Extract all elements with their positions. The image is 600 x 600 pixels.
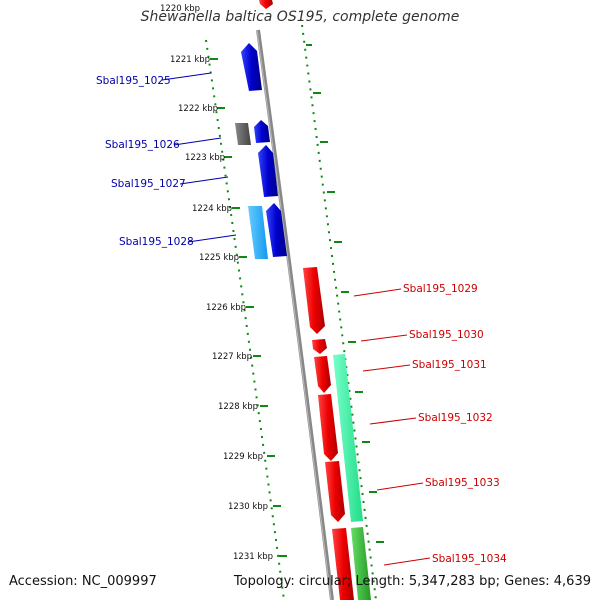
tick-label: 1220 kbp <box>160 4 200 14</box>
genome-summary-text: Topology: circular; Length: 5,347,283 bp… <box>233 574 591 589</box>
right-leader-lines <box>353 288 431 566</box>
gene-feature <box>266 203 287 257</box>
left-dotted-track <box>205 39 285 600</box>
gene-feature <box>241 43 262 91</box>
tick-label: 1226 kbp <box>206 303 246 313</box>
gene-label-sbal195-1026[interactable]: Sbal195_1026 <box>105 139 180 151</box>
gene-feature <box>351 527 371 600</box>
tick-label: 1222 kbp <box>178 104 218 114</box>
gene-label-sbal195-1027[interactable]: Sbal195_1027 <box>111 178 186 190</box>
gene-feature <box>248 206 268 259</box>
gene-label-sbal195-1029[interactable]: Sbal195_1029 <box>403 283 478 295</box>
forward-features <box>235 43 287 259</box>
top-red-feature <box>259 0 273 9</box>
gene-label-sbal195-1033[interactable]: Sbal195_1033 <box>425 477 500 489</box>
tick-label: 1225 kbp <box>199 253 239 263</box>
gene-label-sbal195-1025[interactable]: Sbal195_1025 <box>96 75 171 87</box>
map-title: Shewanella baltica OS195, complete genom… <box>140 9 460 25</box>
right-tick-marks <box>306 44 384 543</box>
reverse-features <box>303 267 371 600</box>
gene-label-sbal195-1034[interactable]: Sbal195_1034 <box>432 553 507 565</box>
gene-feature <box>258 145 278 197</box>
gene-feature <box>303 267 325 334</box>
tick-label: 1228 kbp <box>218 402 258 412</box>
gene-feature <box>254 120 270 143</box>
gene-feature <box>318 394 338 461</box>
tick-label: 1227 kbp <box>212 352 252 362</box>
left-leader-lines <box>161 72 237 243</box>
tick-labels: 1220 kbp 1221 kbp 1222 kbp 1223 kbp 1224… <box>160 4 273 562</box>
backbone-line <box>256 29 334 600</box>
gene-label-sbal195-1030[interactable]: Sbal195_1030 <box>409 329 484 341</box>
gene-label-sbal195-1031[interactable]: Sbal195_1031 <box>412 359 487 371</box>
backbone-highlight <box>256 29 332 600</box>
gene-label-sbal195-1028[interactable]: Sbal195_1028 <box>119 236 194 248</box>
gene-feature <box>333 354 363 522</box>
left-tick-marks <box>210 58 287 557</box>
tick-label: 1230 kbp <box>228 502 268 512</box>
tick-label: 1223 kbp <box>185 153 225 163</box>
gene-feature <box>332 528 354 600</box>
tick-label: 1231 kbp <box>233 552 273 562</box>
tick-label: 1221 kbp <box>170 55 210 65</box>
gene-feature <box>235 123 251 145</box>
gene-label-sbal195-1032[interactable]: Sbal195_1032 <box>418 412 493 424</box>
gene-feature <box>312 339 327 354</box>
gene-feature <box>314 356 331 393</box>
tick-label: 1224 kbp <box>192 204 232 214</box>
tick-label: 1229 kbp <box>223 452 263 462</box>
gene-feature <box>325 461 345 522</box>
accession-text: Accession: NC_009997 <box>9 574 157 589</box>
gene-labels: Sbal195_1025 Sbal195_1026 Sbal195_1027 S… <box>96 75 507 565</box>
